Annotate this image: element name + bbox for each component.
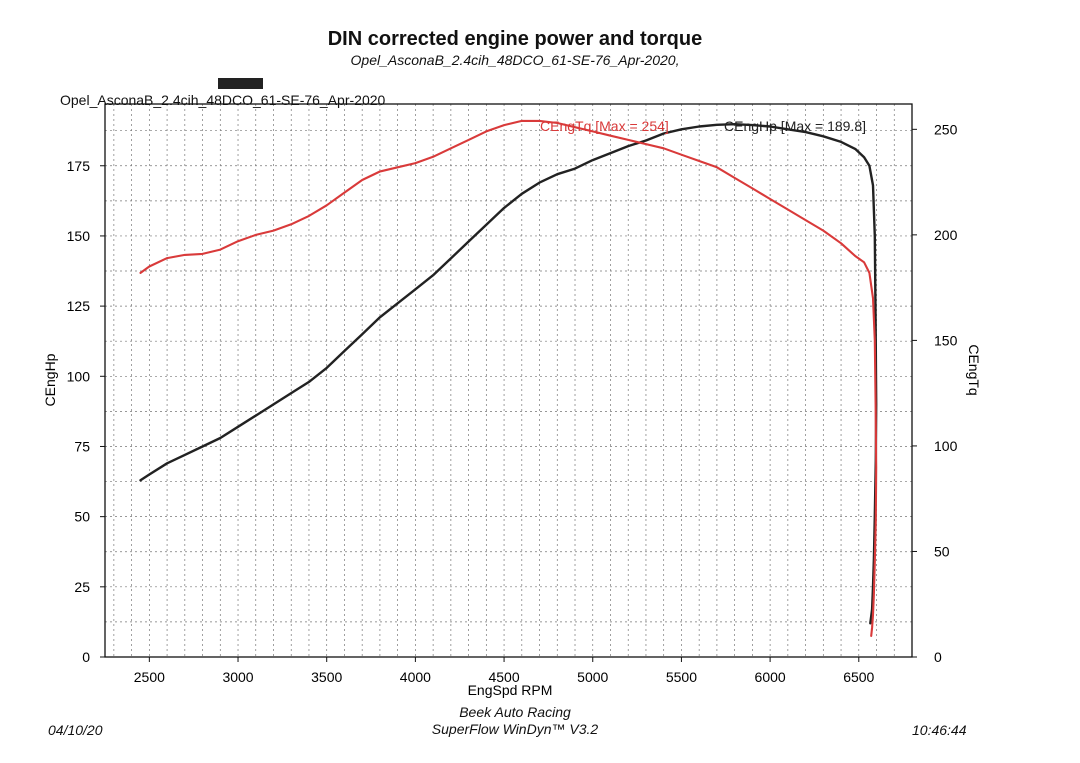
legend-marker (218, 78, 263, 89)
x-tick-label: 6000 (755, 669, 786, 685)
y-right-tick-label: 250 (934, 121, 958, 137)
y-left-tick-label: 150 (67, 228, 91, 244)
run-label: Opel_AsconaB_2.4cih_48DCO_61-SE-76_Apr-2… (60, 92, 386, 108)
x-tick-label: 2500 (134, 669, 165, 685)
y-left-tick-label: 50 (74, 509, 90, 525)
y-right-tick-label: 200 (934, 227, 958, 243)
x-tick-label: 3000 (222, 669, 253, 685)
series-line-torque (139, 119, 878, 637)
x-tick-label: 3500 (311, 669, 342, 685)
y-left-tick-label: 75 (74, 438, 90, 454)
grid (105, 104, 912, 657)
y-left-tick-label: 125 (67, 298, 91, 314)
y-left-tick-label: 25 (74, 579, 90, 595)
x-tick-label: 6500 (843, 669, 874, 685)
y-right-tick-label: 50 (934, 543, 950, 559)
footer-time: 10:46:44 (912, 722, 967, 738)
tick-labels: 2500 3000 3500 4000 4500 5000 5500 6000 65000255… (67, 121, 958, 685)
x-tick-label: 4500 (488, 669, 519, 685)
plot-frame (104, 103, 913, 658)
y-left-tick-label: 0 (82, 649, 90, 665)
footer-date: 04/10/20 (48, 722, 103, 738)
y-left-tick-label: 100 (67, 368, 91, 384)
chart-title: DIN corrected engine power and torque (327, 28, 703, 50)
y-left-tick-label: 175 (67, 158, 91, 174)
footer-company: Beek Auto Racing (459, 704, 571, 720)
footer-software: SuperFlow WinDyn™ V3.2 (431, 721, 599, 737)
y-right-tick-label: 100 (934, 438, 958, 454)
chart-subtitle: Opel_AsconaB_2.4cih_48DCO_61-SE-76_Apr-2… (350, 52, 680, 68)
y-right-tick-label: 150 (934, 332, 958, 348)
x-tick-label: 4000 (400, 669, 431, 685)
y-axis-left-label: CEngHp (42, 353, 58, 406)
x-tick-label: 5500 (666, 669, 697, 685)
y-axis-right-label: CEngTq (966, 344, 982, 395)
legend-power: CEngHp [Max = 189.8] (724, 118, 866, 134)
series-line-power (139, 122, 878, 625)
x-axis-label: EngSpd RPM (468, 682, 553, 698)
y-right-tick-label: 0 (934, 649, 942, 665)
legend-torque: CEngTq [Max = 254] (540, 118, 669, 134)
x-tick-label: 5000 (577, 669, 608, 685)
series-group (139, 119, 878, 637)
